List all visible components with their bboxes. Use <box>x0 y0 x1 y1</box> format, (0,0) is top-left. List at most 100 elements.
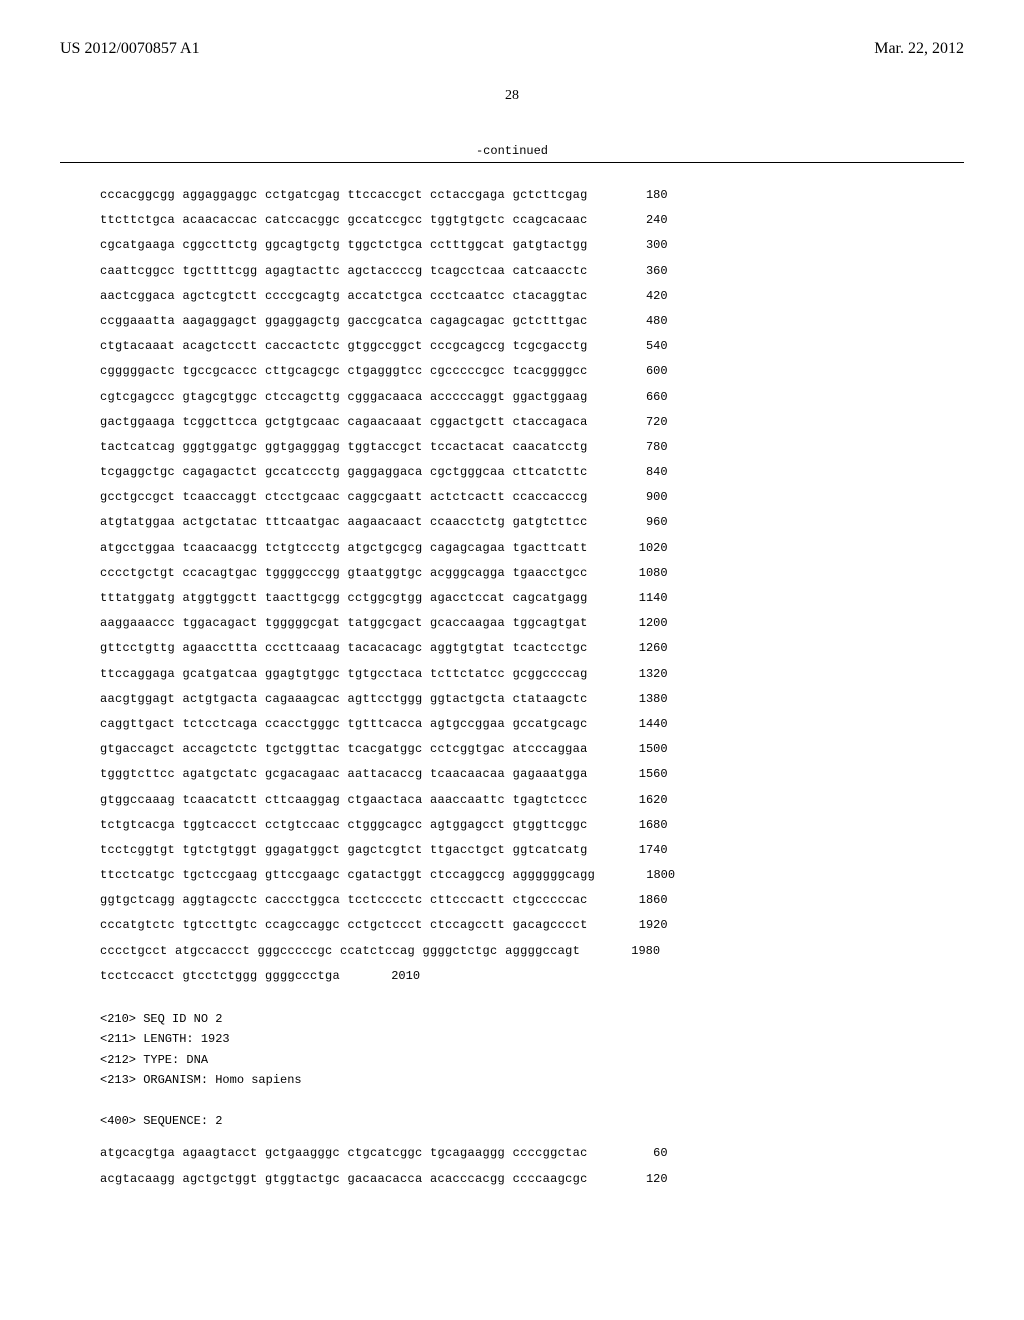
sequence-row: aactcggaca agctcgtctt ccccgcagtg accatct… <box>100 284 964 309</box>
sequence-row: gtggccaaag tcaacatctt cttcaaggag ctgaact… <box>100 788 964 813</box>
sequence-bases: ctgtacaaat acagctcctt caccactctc gtggccg… <box>100 334 588 359</box>
sequence-row: cgcatgaaga cggccttctg ggcagtgctg tggctct… <box>100 233 964 258</box>
sequence-bases: ttcctcatgc tgctccgaag gttccgaagc cgatact… <box>100 863 595 888</box>
sequence-row: tctgtcacga tggtcaccct cctgtccaac ctgggca… <box>100 813 964 838</box>
sequence-bases: tcctcggtgt tgtctgtggt ggagatggct gagctcg… <box>100 838 588 863</box>
sequence-position: 360 <box>608 259 668 284</box>
sequence-bases: atgcacgtga agaagtacct gctgaagggc ctgcatc… <box>100 1141 588 1166</box>
sequence-position: 420 <box>608 284 668 309</box>
sequence-bases: caggttgact tctcctcaga ccacctgggc tgtttca… <box>100 712 588 737</box>
sequence-position: 1320 <box>608 662 668 687</box>
sequence-row: cccacggcgg aggaggaggc cctgatcgag ttccacc… <box>100 183 964 208</box>
sequence-position: 2010 <box>360 964 420 989</box>
sequence-row: tttatggatg atggtggctt taacttgcgg cctggcg… <box>100 586 964 611</box>
sequence-row: cgtcgagccc gtagcgtggc ctccagcttg cgggaca… <box>100 385 964 410</box>
sequence-bases: tgggtcttcc agatgctatc gcgacagaac aattaca… <box>100 762 588 787</box>
sequence-row: tgggtcttcc agatgctatc gcgacagaac aattaca… <box>100 762 964 787</box>
publication-date: Mar. 22, 2012 <box>874 40 964 58</box>
sequence-row: ggtgctcagg aggtagcctc caccctggca tcctccc… <box>100 888 964 913</box>
sequence-row: cccctgctgt ccacagtgac tggggcccgg gtaatgg… <box>100 561 964 586</box>
sequence-position: 1680 <box>608 813 668 838</box>
sequence-position: 960 <box>608 510 668 535</box>
sequence-row: atgcacgtga agaagtacct gctgaagggc ctgcatc… <box>100 1141 964 1166</box>
sequence-row: atgtatggaa actgctatac tttcaatgac aagaaca… <box>100 510 964 535</box>
sequence-row: caggttgact tctcctcaga ccacctgggc tgtttca… <box>100 712 964 737</box>
sequence-metadata-2: <210> SEQ ID NO 2 <211> LENGTH: 1923 <21… <box>100 1009 964 1131</box>
sequence-bases: cgtcgagccc gtagcgtggc ctccagcttg cgggaca… <box>100 385 588 410</box>
sequence-position: 1500 <box>608 737 668 762</box>
sequence-bases: aactcggaca agctcgtctt ccccgcagtg accatct… <box>100 284 588 309</box>
sequence-position: 720 <box>608 410 668 435</box>
sequence-position: 180 <box>608 183 668 208</box>
sequence-bases: tcgaggctgc cagagactct gccatccctg gaggagg… <box>100 460 588 485</box>
sequence-row: tactcatcag gggtggatgc ggtgagggag tggtacc… <box>100 435 964 460</box>
sequence-bases: tttatggatg atggtggctt taacttgcgg cctggcg… <box>100 586 588 611</box>
sequence-position: 1560 <box>608 762 668 787</box>
sequence-position: 1980 <box>600 939 660 964</box>
sequence-position: 1440 <box>608 712 668 737</box>
sequence-bases: ccggaaatta aagaggagct ggaggagctg gaccgca… <box>100 309 588 334</box>
page-number: 28 <box>60 88 964 104</box>
sequence-listing-2: atgcacgtga agaagtacct gctgaagggc ctgcatc… <box>100 1141 964 1191</box>
sequence-position: 1860 <box>608 888 668 913</box>
sequence-position: 240 <box>608 208 668 233</box>
sequence-bases: cccctgcct atgccaccct gggcccccgc ccatctcc… <box>100 939 580 964</box>
sequence-row: cccatgtctc tgtccttgtc ccagccaggc cctgctc… <box>100 913 964 938</box>
sequence-position: 120 <box>608 1167 668 1192</box>
sequence-position: 540 <box>608 334 668 359</box>
sequence-position: 1140 <box>608 586 668 611</box>
sequence-bases: cgggggactc tgccgcaccc cttgcagcgc ctgaggg… <box>100 359 588 384</box>
sequence-position: 1620 <box>608 788 668 813</box>
sequence-position: 780 <box>608 435 668 460</box>
sequence-bases: aaggaaaccc tggacagact tgggggcgat tatggcg… <box>100 611 588 636</box>
sequence-bases: gactggaaga tcggcttcca gctgtgcaac cagaaca… <box>100 410 588 435</box>
sequence-position: 1080 <box>608 561 668 586</box>
separator-line <box>60 162 964 163</box>
sequence-bases: atgtatggaa actgctatac tttcaatgac aagaaca… <box>100 510 588 535</box>
sequence-bases: cccatgtctc tgtccttgtc ccagccaggc cctgctc… <box>100 913 588 938</box>
sequence-row: ccggaaatta aagaggagct ggaggagctg gaccgca… <box>100 309 964 334</box>
sequence-bases: gtggccaaag tcaacatctt cttcaaggag ctgaact… <box>100 788 588 813</box>
sequence-row: gttcctgttg agaaccttta cccttcaaag tacacac… <box>100 636 964 661</box>
sequence-bases: tcctccacct gtcctctggg ggggccctga <box>100 964 340 989</box>
sequence-bases: acgtacaagg agctgctggt gtggtactgc gacaaca… <box>100 1167 588 1192</box>
continued-label: -continued <box>60 144 964 158</box>
sequence-row: tcctccacct gtcctctggg ggggccctga 2010 <box>100 964 964 989</box>
sequence-position: 1380 <box>608 687 668 712</box>
sequence-bases: ttccaggaga gcatgatcaa ggagtgtggc tgtgcct… <box>100 662 588 687</box>
sequence-row: aacgtggagt actgtgacta cagaaagcac agttcct… <box>100 687 964 712</box>
sequence-row: tcgaggctgc cagagactct gccatccctg gaggagg… <box>100 460 964 485</box>
sequence-position: 1800 <box>615 863 675 888</box>
sequence-row: caattcggcc tgcttttcgg agagtacttc agctacc… <box>100 259 964 284</box>
sequence-bases: tctgtcacga tggtcaccct cctgtccaac ctgggca… <box>100 813 588 838</box>
sequence-row: cccctgcct atgccaccct gggcccccgc ccatctcc… <box>100 939 964 964</box>
sequence-position: 1020 <box>608 536 668 561</box>
sequence-position: 1260 <box>608 636 668 661</box>
sequence-position: 1740 <box>608 838 668 863</box>
sequence-bases: tactcatcag gggtggatgc ggtgagggag tggtacc… <box>100 435 588 460</box>
sequence-bases: gtgaccagct accagctctc tgctggttac tcacgat… <box>100 737 588 762</box>
sequence-bases: cccacggcgg aggaggaggc cctgatcgag ttccacc… <box>100 183 588 208</box>
sequence-position: 60 <box>608 1141 668 1166</box>
sequence-bases: atgcctggaa tcaacaacgg tctgtccctg atgctgc… <box>100 536 588 561</box>
sequence-row: ttcttctgca acaacaccac catccacggc gccatcc… <box>100 208 964 233</box>
sequence-row: cgggggactc tgccgcaccc cttgcagcgc ctgaggg… <box>100 359 964 384</box>
sequence-bases: aacgtggagt actgtgacta cagaaagcac agttcct… <box>100 687 588 712</box>
sequence-position: 1920 <box>608 913 668 938</box>
sequence-row: gtgaccagct accagctctc tgctggttac tcacgat… <box>100 737 964 762</box>
sequence-position: 480 <box>608 309 668 334</box>
sequence-bases: cgcatgaaga cggccttctg ggcagtgctg tggctct… <box>100 233 588 258</box>
sequence-bases: ttcttctgca acaacaccac catccacggc gccatcc… <box>100 208 588 233</box>
sequence-bases: gttcctgttg agaaccttta cccttcaaag tacacac… <box>100 636 588 661</box>
page-header: US 2012/0070857 A1 Mar. 22, 2012 <box>60 40 964 58</box>
sequence-position: 1200 <box>608 611 668 636</box>
sequence-row: atgcctggaa tcaacaacgg tctgtccctg atgctgc… <box>100 536 964 561</box>
sequence-position: 300 <box>608 233 668 258</box>
sequence-row: tcctcggtgt tgtctgtggt ggagatggct gagctcg… <box>100 838 964 863</box>
sequence-listing-1: cccacggcgg aggaggaggc cctgatcgag ttccacc… <box>100 183 964 989</box>
sequence-position: 840 <box>608 460 668 485</box>
sequence-row: gcctgccgct tcaaccaggt ctcctgcaac caggcga… <box>100 485 964 510</box>
sequence-position: 600 <box>608 359 668 384</box>
sequence-row: ttccaggaga gcatgatcaa ggagtgtggc tgtgcct… <box>100 662 964 687</box>
publication-number: US 2012/0070857 A1 <box>60 40 200 58</box>
